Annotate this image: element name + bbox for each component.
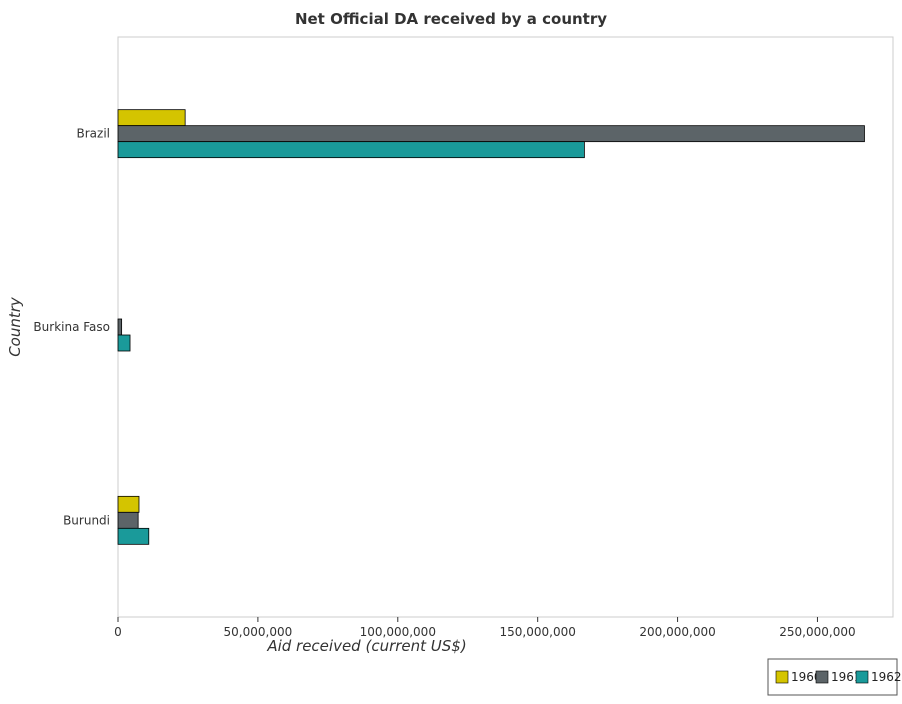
x-axis-title: Aid received (current US$) [266, 637, 466, 655]
y-tick-label: Burkina Faso [33, 320, 110, 334]
chart-title: Net Official DA received by a country [295, 10, 607, 28]
y-tick-label: Burundi [63, 513, 110, 527]
bar-burkina-faso-1962 [117, 334, 131, 352]
legend-label-1962: 1962 [871, 670, 902, 684]
legend-label-1960: 1960 [791, 670, 822, 684]
legend-swatch-1962 [855, 670, 869, 684]
legend-box [767, 658, 898, 696]
x-axis-ticks: 0 50,000,000 100,000,000 150,000,000 200,000… [114, 617, 856, 639]
bar-burundi-1960 [117, 495, 140, 513]
x-tick-label: 200,000,000 [639, 625, 715, 639]
x-tick-label: 50,000,000 [224, 625, 293, 639]
bar-burundi-1962 [117, 527, 150, 545]
x-tick-label: 150,000,000 [500, 625, 576, 639]
x-tick-label: 0 [114, 625, 122, 639]
legend: 1960 1961 1962 [767, 658, 902, 696]
legend-swatch-1961 [815, 670, 829, 684]
x-tick-label: 100,000,000 [360, 625, 436, 639]
y-tick-label: Brazil [77, 127, 111, 141]
y-axis-title: Country [6, 296, 24, 357]
x-tick-label: 250,000,000 [779, 625, 855, 639]
bar-burkina-faso-1961 [117, 318, 123, 336]
bars [117, 109, 865, 545]
bar-brazil-1960 [117, 109, 186, 127]
legend-label-1961: 1961 [831, 670, 862, 684]
legend-swatch-1960 [775, 670, 789, 684]
y-axis-ticks: Brazil Burkina Faso Burundi [33, 127, 110, 528]
bar-burundi-1961 [117, 511, 139, 529]
plot-area [117, 36, 894, 618]
bar-brazil-1961 [117, 125, 865, 143]
bar-brazil-1962 [117, 141, 585, 159]
